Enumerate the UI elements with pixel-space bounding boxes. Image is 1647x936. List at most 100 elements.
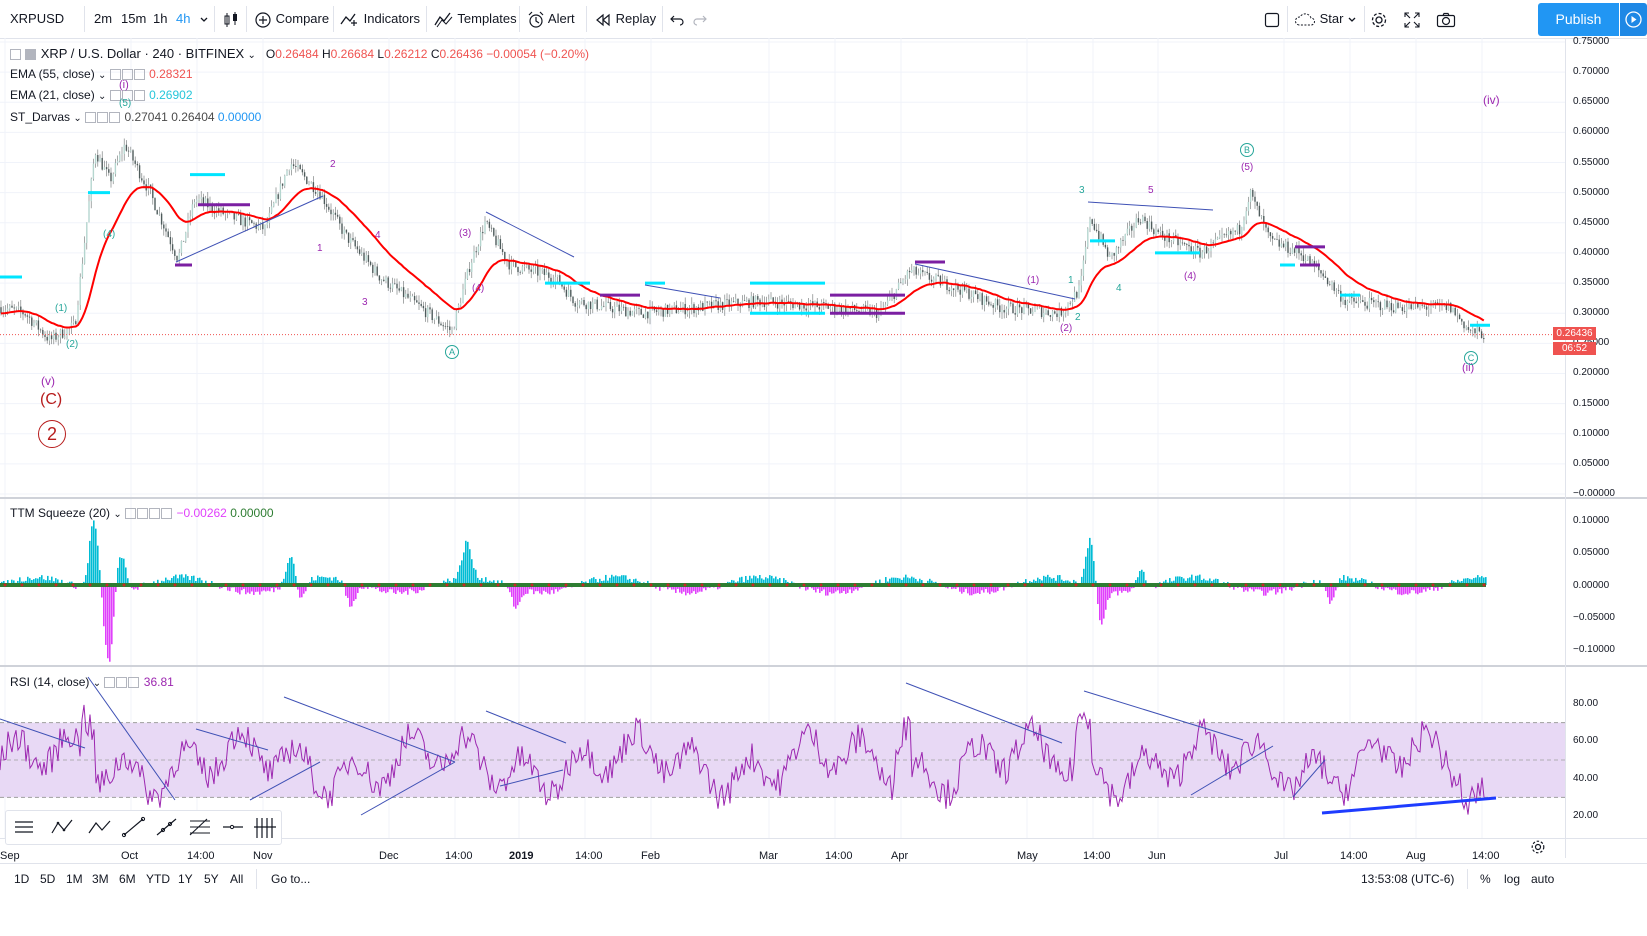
candle-body (165, 228, 166, 231)
settings-icon[interactable] (116, 677, 127, 688)
compare-button[interactable]: Compare (254, 0, 329, 38)
symbol-title[interactable]: XRP / U.S. Dollar · 240 · BITFINEX (41, 46, 244, 61)
squeeze-dot (973, 584, 976, 587)
eye-icon[interactable] (104, 677, 115, 688)
eye-icon[interactable] (85, 112, 96, 123)
ema21-legend[interactable]: EMA (21, close) ⌄ 0.26902 (10, 88, 193, 102)
close-icon[interactable] (134, 69, 145, 80)
toolbar-divider (84, 6, 85, 32)
clock-timezone[interactable]: 13:53:08 (UTC-6) (1361, 872, 1454, 886)
ema55-legend[interactable]: EMA (55, close) ⌄ 0.28321 (10, 67, 193, 81)
chevron-down-icon[interactable]: ⌄ (113, 509, 121, 520)
interval-4h[interactable]: 4h (176, 0, 190, 38)
squeeze-bar (1331, 585, 1333, 601)
range-1m[interactable]: 1M (66, 872, 83, 886)
candle-body (905, 279, 906, 280)
rsi-legend[interactable]: RSI (14, close) ⌄ 36.81 (10, 675, 174, 689)
trend-line (486, 212, 574, 257)
squeeze-bar (95, 529, 97, 585)
horizontal-lines-icon[interactable] (13, 811, 45, 844)
range-3m[interactable]: 3M (92, 872, 109, 886)
chart-type-candles-icon[interactable] (222, 0, 240, 38)
alert-button[interactable]: Alert (527, 0, 575, 38)
chevron-down-icon[interactable]: ⌄ (98, 91, 106, 102)
horizontal-ray-icon[interactable] (220, 811, 252, 844)
candle-body (999, 305, 1000, 312)
candle-body (986, 296, 987, 301)
replay-button[interactable]: Replay (594, 0, 656, 38)
range-1d[interactable]: 1D (14, 872, 29, 886)
candle-body (44, 335, 45, 337)
pattern-icon[interactable] (50, 811, 82, 844)
pin-icon[interactable] (149, 508, 160, 519)
candle-body (432, 309, 433, 320)
publish-play-button[interactable] (1620, 3, 1647, 36)
expand-icon[interactable] (1404, 0, 1420, 38)
interval-15m[interactable]: 15m (121, 0, 146, 38)
range-6m[interactable]: 6M (119, 872, 136, 886)
undo-icon[interactable] (669, 0, 685, 38)
abc-pattern-icon[interactable] (87, 811, 119, 844)
candle-body (62, 330, 63, 338)
candle-body (823, 302, 824, 303)
fullscreen-square-icon[interactable] (1264, 0, 1280, 38)
templates-button[interactable]: Templates (434, 0, 517, 38)
candle-body (157, 210, 158, 214)
indicators-button[interactable]: Indicators (340, 0, 420, 38)
close-icon[interactable] (109, 112, 120, 123)
symbol-search[interactable]: XRPUSD (10, 0, 80, 38)
goto-button[interactable]: Go to... (271, 872, 310, 886)
settings-icon[interactable] (137, 508, 148, 519)
interval-1h[interactable]: 1h (153, 0, 167, 38)
candle-body (1342, 300, 1343, 302)
ray-line-icon[interactable] (154, 811, 186, 844)
squeeze-bar (459, 565, 461, 585)
darvas-legend[interactable]: ST_Darvas ⌄ 0.27041 0.26404 0.00000 (10, 110, 261, 124)
chevron-down-icon[interactable]: ⌄ (73, 113, 81, 124)
camera-icon[interactable] (1436, 0, 1456, 38)
range-all[interactable]: All (230, 872, 243, 886)
candle-body (993, 305, 994, 308)
high-label: H (322, 47, 331, 61)
range-1y[interactable]: 1Y (178, 872, 193, 886)
candle-body (995, 299, 996, 307)
close-icon[interactable] (128, 677, 139, 688)
rsi-value: 36.81 (144, 675, 174, 689)
interval-2m[interactable]: 2m (94, 0, 112, 38)
range-ytd[interactable]: YTD (146, 872, 170, 886)
candle-body (1006, 309, 1007, 313)
log-toggle[interactable]: log (1504, 872, 1520, 886)
candle-body (1294, 248, 1295, 252)
chevron-down-icon[interactable]: ⌄ (93, 678, 101, 689)
pane-separator-1[interactable] (0, 497, 1647, 499)
axis-settings-gear-icon[interactable] (1530, 839, 1546, 858)
chevron-down-icon[interactable]: ⌄ (248, 50, 256, 61)
pane-separator-2[interactable] (0, 665, 1647, 667)
collapse-legend-icon[interactable] (10, 49, 21, 60)
publish-button[interactable]: Publish (1538, 3, 1619, 36)
squeeze-legend[interactable]: TTM Squeeze (20) ⌄ −0.00262 0.00000 (10, 506, 274, 520)
auto-toggle[interactable]: auto (1531, 872, 1554, 886)
trend-line-icon[interactable] (121, 811, 153, 844)
close-icon[interactable] (161, 508, 172, 519)
eye-icon[interactable] (125, 508, 136, 519)
gear-icon[interactable] (1370, 0, 1388, 38)
chevron-down-icon[interactable]: ⌄ (98, 70, 106, 81)
interval-dropdown-icon[interactable] (199, 0, 209, 38)
redo-icon[interactable] (692, 0, 708, 38)
candle-body (271, 206, 272, 212)
candle-body (770, 297, 771, 299)
close-icon[interactable] (134, 90, 145, 101)
settings-icon[interactable] (97, 112, 108, 123)
range-5y[interactable]: 5Y (204, 872, 219, 886)
candle-body (172, 244, 173, 250)
toolbar-divider (519, 6, 520, 32)
chart-canvas[interactable] (0, 38, 1647, 863)
percent-toggle[interactable]: % (1480, 872, 1491, 886)
range-5d[interactable]: 5D (40, 872, 55, 886)
squeeze-bar (469, 549, 471, 585)
vertical-lines-icon[interactable] (252, 811, 284, 844)
alarm-clock-icon (527, 11, 545, 29)
fib-retracement-icon[interactable] (187, 811, 219, 844)
star-layout-button[interactable]: Star (1294, 0, 1357, 38)
